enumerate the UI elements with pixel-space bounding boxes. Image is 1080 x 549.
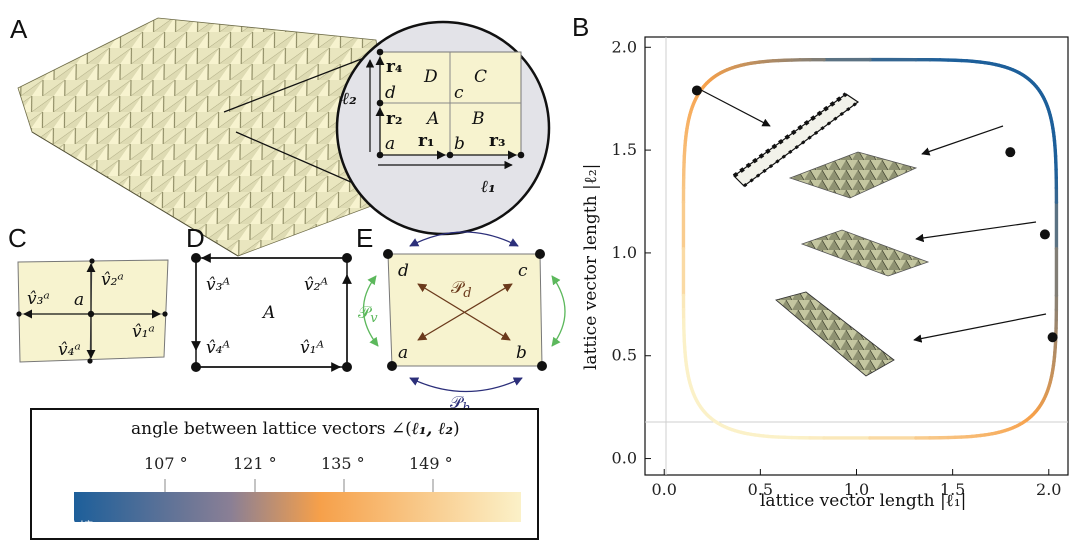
- y-tick-label: 0.0: [612, 449, 637, 468]
- panel-label-a: A: [10, 14, 28, 44]
- vertex-d-label: d: [385, 83, 396, 103]
- y-tick-label: 0.5: [612, 346, 637, 365]
- face-b-label: B: [471, 109, 485, 129]
- panel-c-v3-label: v̂₃ᵃ: [27, 289, 50, 309]
- x-ticks: 0.0 0.5 1.0 1.5 2.0: [652, 469, 1061, 499]
- y-tick-label: 1.0: [612, 243, 637, 262]
- face-c-label: C: [474, 67, 487, 87]
- colorbar-tick-107: 107 °: [144, 454, 188, 473]
- pointer-arrows: [700, 89, 1047, 343]
- panel-label-e: E: [356, 223, 373, 253]
- colorbar-tick-121: 121 °: [233, 454, 277, 473]
- colorbar-gradient: [74, 492, 521, 522]
- x-tick-label: 1.5: [940, 480, 965, 499]
- x-tick-label: 0.0: [652, 480, 677, 499]
- colorbar-title: angle between lattice vectors ∠(ℓ₁, ℓ₂): [131, 419, 460, 439]
- panel-e-vertex-c: c: [518, 261, 528, 281]
- y-tick-label: 1.5: [612, 140, 637, 159]
- panel-c-vertex-label: a: [74, 290, 84, 310]
- data-marker: [691, 85, 702, 96]
- arrow-1: [700, 89, 771, 127]
- zoom-circle: [335, 20, 551, 236]
- data-marker: [1005, 147, 1016, 158]
- inset-shape-4: [775, 291, 895, 377]
- inset-shape-1-edge: [732, 92, 848, 178]
- face-a-label: A: [425, 109, 439, 129]
- data-curve: [681, 57, 1059, 440]
- vertex-b-label: b: [454, 134, 465, 154]
- vector-r4-label: r₄: [386, 57, 402, 77]
- colorbar-legend: angle between lattice vectors ∠(ℓ₁, ℓ₂) …: [30, 408, 539, 540]
- data-marker: [1047, 332, 1058, 343]
- arrow-3: [915, 221, 1037, 243]
- panel-e-pd-label: 𝒫d: [451, 278, 472, 301]
- arrow-4: [913, 313, 1047, 343]
- y-tick-label: 2.0: [612, 37, 637, 56]
- lattice-plot: 0.0 0.5 1.0 1.5 2.0 0.0 0.5 1.0 1.5 2.0 lattice …: [581, 36, 1069, 511]
- vector-r2-label: r₂: [386, 109, 402, 129]
- lattice-l1-label: ℓ₁: [481, 177, 496, 197]
- x-axis-label: lattice vector length |ℓ₁|: [760, 491, 966, 511]
- panel-label-b: B: [572, 12, 589, 42]
- inset-shapes: [732, 92, 930, 377]
- watermark: 大数跨境: [34, 519, 94, 537]
- face-diagram: [191, 253, 352, 372]
- panel-label-c: C: [8, 223, 27, 253]
- face-d-label: D: [423, 67, 438, 87]
- panel-c-v2-label: v̂₂ᵃ: [101, 270, 124, 290]
- inset-shape-2: [788, 151, 918, 199]
- panel-e-vertex-b: b: [516, 343, 527, 363]
- colorbar-tick-149: 149 °: [409, 454, 453, 473]
- pairing-diagram: [362, 231, 566, 393]
- data-markers: [691, 85, 1058, 343]
- x-tick-label: 0.5: [748, 480, 773, 499]
- panel-c-v1-label: v̂₁ᵃ: [132, 322, 155, 342]
- panel-d-v2-label: v̂₂ᴬ: [304, 275, 328, 295]
- vector-r3-label: r₃: [489, 131, 505, 151]
- panel-label-d: D: [186, 223, 205, 253]
- x-tick-label: 1.0: [844, 480, 869, 499]
- x-tick-label: 2.0: [1036, 480, 1061, 499]
- colorbar-tick-135: 135 °: [321, 454, 365, 473]
- panel-d-v1-label: v̂₁ᴬ: [300, 338, 324, 358]
- panel-e-vertex-d: d: [398, 261, 409, 281]
- y-axis-label: lattice vector length |ℓ₂|: [581, 164, 601, 370]
- panel-e-pv-label: 𝒫v: [358, 303, 378, 326]
- y-ticks: 0.0 0.5 1.0 1.5 2.0: [612, 37, 651, 468]
- arrow-2: [921, 125, 1004, 156]
- panel-e-vertex-a: a: [398, 343, 408, 363]
- panel-d-v4-label: v̂₄ᴬ: [206, 338, 230, 358]
- inset-shape-3: [800, 229, 930, 277]
- lattice-l2-label: ℓ₂: [342, 89, 357, 109]
- vector-r1-label: r₁: [418, 131, 434, 151]
- data-marker: [1039, 229, 1050, 240]
- vertex-a-label: a: [385, 134, 395, 154]
- panel-d-face-label: A: [261, 303, 275, 323]
- vertex-diagram: [16, 258, 169, 364]
- vertex-c-label: c: [454, 83, 464, 103]
- panel-c-v4-label: v̂₄ᵃ: [58, 340, 81, 360]
- panel-d-v3-label: v̂₃ᴬ: [206, 275, 230, 295]
